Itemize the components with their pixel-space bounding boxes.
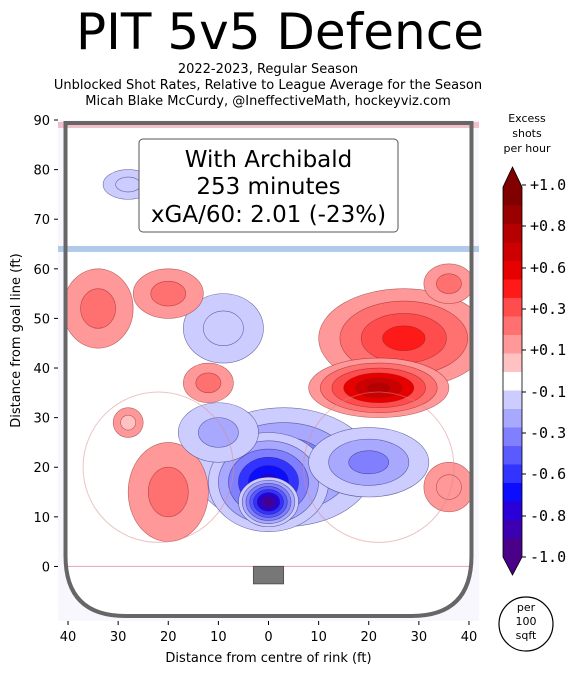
- y-tick-label: 70: [33, 213, 50, 228]
- colorbar-tick-label: +1.0: [530, 176, 566, 194]
- colorbar-tick-label: +0.8: [530, 217, 566, 235]
- colorbar-tick-label: -0.3: [530, 424, 566, 442]
- colorbar-segment: [503, 353, 522, 373]
- x-tick-label: 0: [264, 630, 272, 645]
- heatmap-contour: [264, 498, 273, 506]
- x-tick-label: 20: [160, 630, 177, 645]
- y-tick-label: 40: [33, 362, 50, 377]
- rink-boards: [63, 121, 474, 619]
- y-tick-label: 60: [33, 263, 50, 278]
- heatmap-contour: [382, 325, 426, 351]
- colorbar-segment: [503, 464, 522, 484]
- colorbar-segment: [503, 316, 522, 336]
- colorbar-tick-label: +0.6: [530, 259, 566, 277]
- colorbar-segment: [503, 501, 522, 521]
- blue-line: [58, 245, 479, 252]
- colorbar-segment: [503, 409, 522, 428]
- heatmap-layer: [65, 123, 472, 617]
- heatmap-contour: [120, 414, 136, 431]
- colorbar-title-line: per hour: [504, 142, 551, 155]
- x-tick-label: 20: [360, 630, 377, 645]
- colorbar-segment: [503, 298, 522, 317]
- colorbar-tick-label: +0.3: [530, 300, 566, 318]
- colorbar-segment: [503, 242, 522, 262]
- chart-title: PIT 5v5 Defence: [75, 3, 484, 61]
- x-tick-label: 40: [461, 630, 478, 645]
- x-tick-label: 10: [310, 630, 327, 645]
- colorbar-min-arrow: [503, 557, 522, 575]
- heatmap-contour: [80, 288, 116, 329]
- heatmap-contour: [115, 176, 141, 193]
- heatmap-contour: [150, 280, 187, 307]
- colorbar-segment: [503, 187, 522, 206]
- colorbar-title-line: Excess: [508, 112, 546, 125]
- heatmap-contour: [195, 372, 222, 394]
- colorbar-tick-label: -1.0: [530, 548, 566, 566]
- unit-circle: [498, 596, 554, 652]
- x-axis-label: Distance from centre of rink (ft): [165, 651, 371, 666]
- y-axis-label: Distance from goal line (ft): [9, 253, 24, 427]
- y-tick-label: 90: [33, 114, 50, 129]
- colorbar-segment: [503, 224, 522, 243]
- x-tick-label: 10: [210, 630, 227, 645]
- y-tick-label: 80: [33, 164, 50, 179]
- y-tick-label: 0: [42, 560, 50, 575]
- heatmap-contour: [436, 273, 462, 294]
- colorbar-segment: [503, 390, 522, 410]
- colorbar-title-line: shots: [512, 127, 542, 140]
- colorbar-segment: [503, 446, 522, 465]
- x-tick-label: 30: [110, 630, 127, 645]
- colorbar-tick-label: +0.1: [530, 341, 566, 359]
- colorbar-tick-label: -0.6: [530, 465, 566, 483]
- heatmap-contour: [436, 474, 462, 500]
- subtitle-line-3: Micah Blake McCurdy, @IneffectiveMath, h…: [85, 94, 451, 109]
- colorbar-segment: [503, 205, 522, 225]
- subtitle-line-1: 2022-2023, Regular Season: [177, 62, 359, 77]
- heatmap-contour: [366, 382, 391, 394]
- x-tick-label: 40: [60, 630, 77, 645]
- colorbar-segment: [503, 427, 522, 447]
- colorbar-tick-label: -0.8: [530, 507, 566, 525]
- unit-label-line: sqft: [516, 629, 537, 642]
- colorbar-tick-label: -0.1: [530, 383, 566, 401]
- y-tick-label: 30: [33, 412, 50, 427]
- faceoff-circle: [82, 391, 234, 543]
- heatmap-contour: [147, 466, 189, 518]
- heatmap-contour: [348, 450, 390, 475]
- heatmap-contour: [203, 310, 244, 346]
- faceoff-circle: [303, 391, 455, 543]
- unit-label-line: 100: [516, 615, 537, 628]
- unit-label-line: per: [517, 601, 536, 614]
- annotation-player: With Archibald: [185, 147, 353, 173]
- y-tick-label: 50: [33, 312, 50, 327]
- goal-net: [252, 565, 285, 585]
- colorbar-segment: [503, 538, 522, 558]
- subtitle-line-2: Unblocked Shot Rates, Relative to League…: [53, 78, 483, 93]
- annotation-minutes: 253 minutes: [196, 174, 340, 200]
- colorbar-max-arrow: [503, 167, 522, 187]
- colorbar-segment: [503, 372, 522, 391]
- colorbar-segment: [503, 483, 522, 502]
- y-tick-label: 20: [33, 461, 50, 476]
- colorbar-segment: [503, 261, 522, 280]
- annotation-box: [138, 138, 399, 233]
- y-tick-label: 10: [33, 511, 50, 526]
- annotation-xga: xGA/60: 2.01 (-23%): [151, 202, 386, 228]
- x-tick-label: 30: [411, 630, 428, 645]
- colorbar-segment: [503, 335, 522, 354]
- colorbar-segment: [503, 279, 522, 299]
- colorbar-segment: [503, 520, 522, 539]
